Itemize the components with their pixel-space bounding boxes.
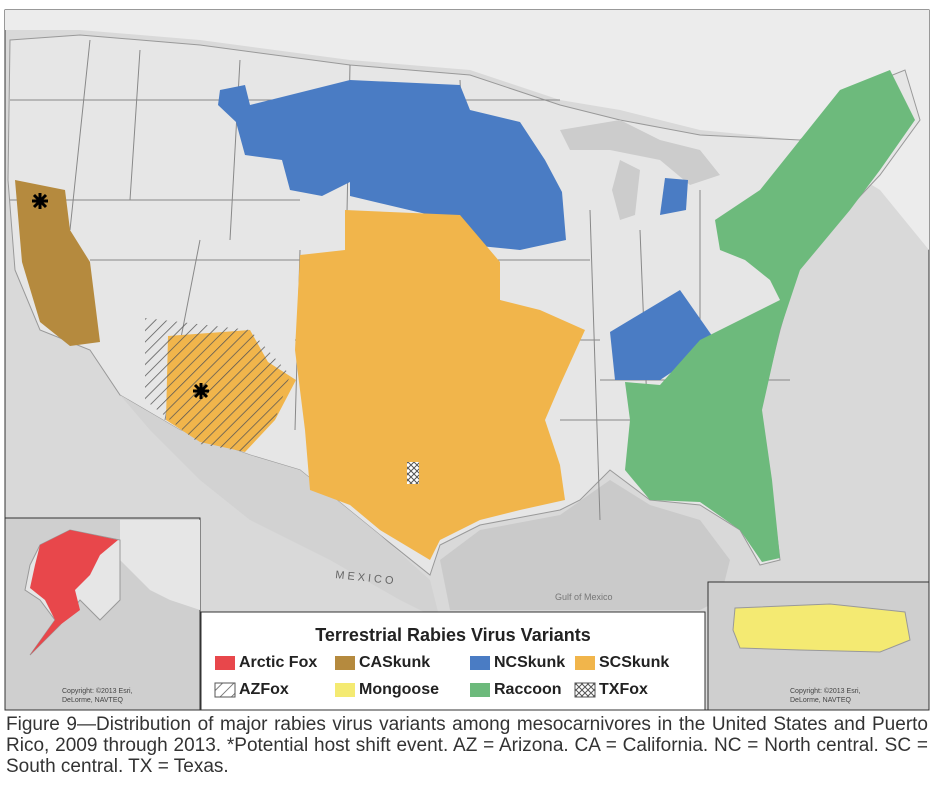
raccoon-region: [625, 70, 915, 562]
canada-inset: [120, 520, 200, 610]
copyright: Copyright: ©2013 Esri,: [790, 687, 861, 695]
legend-swatch: [574, 682, 596, 698]
gulf: [440, 480, 730, 610]
ncskunk-region: [218, 80, 566, 250]
arctic-fox-region: [30, 530, 118, 655]
legend-label: SCSkunk: [599, 654, 669, 671]
copyright: Copyright: ©2013 Esri,: [62, 687, 133, 695]
mongoose-region: [732, 603, 911, 653]
legend-label: Raccoon: [494, 681, 562, 698]
legend-title: Terrestrial Rabies Virus Variants: [315, 625, 590, 645]
legend-swatch: [214, 682, 236, 698]
legend: [200, 611, 706, 711]
map: MEXICO Gulf of Mexico Copyright: ©2013 E…: [4, 9, 930, 711]
legend-label: NCSkunk: [494, 654, 565, 671]
lake-michigan: [612, 160, 640, 220]
ncskunk-region: [660, 178, 688, 215]
legend-swatch: [215, 656, 235, 670]
copyright: DeLorme, NAVTEQ: [790, 697, 851, 704]
legend-swatch: [335, 656, 355, 670]
legend-label: AZFox: [239, 681, 289, 698]
scskunk-region: [295, 210, 585, 560]
gulf-label: Gulf of Mexico: [555, 592, 613, 602]
legend-label: Mongoose: [359, 681, 439, 698]
legend-swatch: [575, 656, 595, 670]
great-lakes: [560, 120, 720, 185]
host-shift-marker: [32, 193, 209, 399]
legend-label: CASkunk: [359, 654, 430, 671]
caption: Figure 9—Distribution of major rabies vi…: [6, 714, 928, 777]
legend-items: Arctic Fox CASkunk NCSkunk SCSkunk AZFox Mong…: [214, 654, 669, 698]
legend-swatch: [470, 656, 490, 670]
legend-swatch: [470, 683, 490, 697]
caskunk-region: [15, 180, 100, 346]
azfox-region: [145, 318, 290, 452]
legend-label: Arctic Fox: [239, 654, 317, 671]
canada: [5, 10, 929, 250]
legend-label: TXFox: [599, 681, 648, 698]
copyright: DeLorme, NAVTEQ: [62, 697, 123, 704]
mexico-land: [120, 395, 440, 620]
legend-swatch: [335, 683, 355, 697]
txfox-region: [407, 462, 419, 484]
